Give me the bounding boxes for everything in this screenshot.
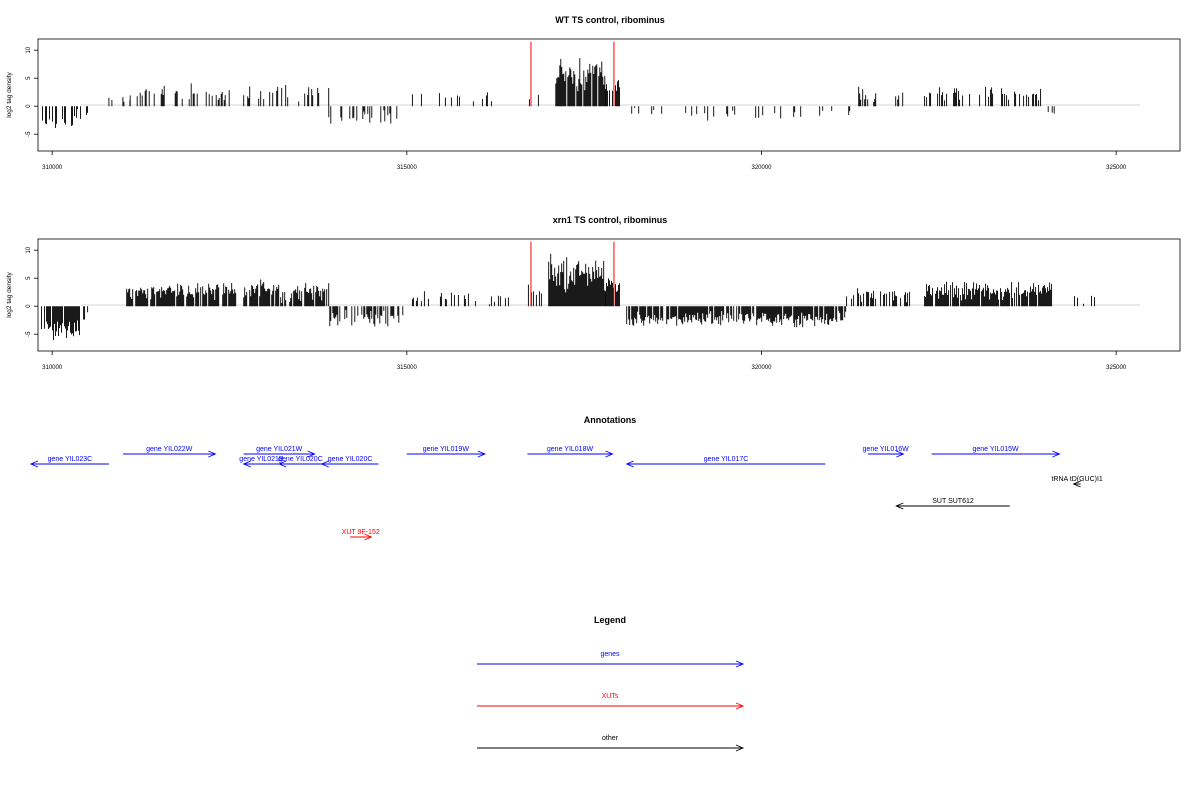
xrn1-track-panel: xrn1 TS control, ribominus log2 tag dens… — [6, 215, 1181, 371]
x-tick-label: 315000 — [397, 165, 418, 171]
arrow — [477, 660, 745, 668]
arrow — [867, 450, 905, 458]
annotation-item: gene YIL021B — [239, 456, 284, 468]
legend-title: Legend — [594, 615, 626, 625]
legend-label: genes — [600, 651, 620, 658]
arrow — [477, 702, 745, 710]
legend-item: XUTs — [477, 693, 745, 710]
legend-items: genes XUTs other — [477, 651, 745, 752]
annotation-item: gene YIL016W — [863, 446, 910, 458]
annotation-item: gene YIL020C — [278, 456, 323, 468]
arrow — [350, 533, 373, 541]
xrn1-track-yaxis: -5 0 5 10 — [26, 246, 38, 337]
arrow — [123, 450, 217, 458]
wt-track-frame — [37, 38, 1181, 152]
annotation-label: gene YIL020C — [278, 456, 323, 463]
arrow — [278, 460, 322, 468]
annotation-item: gene YIL015W — [931, 446, 1061, 458]
annotation-item: gene YIL017C — [625, 456, 826, 468]
wt-track-spikes — [530, 41, 615, 107]
xrn1-track-xaxis: 310000 315000 320000 325000 — [42, 351, 1127, 371]
legend-label: XUTs — [602, 693, 619, 700]
wt-track-title: WT TS control, ribominus — [555, 15, 665, 25]
annotation-label: gene YIL016W — [863, 446, 910, 453]
annotations-title: Annotations — [584, 415, 637, 425]
arrow — [29, 460, 109, 468]
annotation-item: gene YIL020C — [320, 456, 379, 468]
x-tick-label: 310000 — [42, 365, 63, 371]
x-tick-label: 325000 — [1106, 365, 1127, 371]
y-tick-label: -5 — [26, 131, 32, 137]
y-tick-label: 5 — [26, 76, 32, 80]
annotation-label: SUT SUT612 — [932, 498, 974, 505]
wt-track-panel: WT TS control, ribominus log2 tag densit… — [6, 15, 1181, 171]
wt-track-xaxis: 310000 315000 320000 325000 — [42, 151, 1127, 171]
y-tick-label: 10 — [26, 46, 32, 53]
annotation-item: gene YIL021W — [243, 446, 316, 458]
annotation-label: gene YIL020C — [328, 456, 373, 463]
signal-bars — [41, 253, 1095, 341]
annotation-label: gene YIL019W — [423, 446, 470, 453]
annotation-item: gene YIL019W — [406, 446, 487, 458]
xrn1-track-bars — [41, 253, 1095, 341]
annotation-item: gene YIL023C — [29, 456, 109, 468]
arrow — [931, 450, 1061, 458]
wt-track-yaxis: -5 0 5 10 — [26, 46, 38, 137]
x-tick-label: 320000 — [751, 165, 772, 171]
annotation-label: tRNA tD(GUC)I1 — [1051, 476, 1102, 483]
arrow — [477, 744, 745, 752]
x-tick-label: 325000 — [1106, 165, 1127, 171]
annotation-label: XUT 9F-152 — [342, 529, 380, 536]
wt-track-bars — [42, 58, 1055, 128]
legend-item: genes — [477, 651, 745, 668]
arrow — [320, 460, 379, 468]
legend-item: other — [477, 735, 745, 752]
annotation-label: gene YIL022W — [146, 446, 193, 453]
xrn1-track-title: xrn1 TS control, ribominus — [553, 215, 668, 225]
legend-label: other — [602, 735, 619, 742]
y-tick-label: 0 — [26, 104, 32, 108]
xrn1-track-spikes — [530, 241, 615, 307]
annotation-item: gene YIL022W — [123, 446, 217, 458]
x-tick-label: 320000 — [751, 365, 772, 371]
annotation-label: gene YIL017C — [704, 456, 749, 463]
wt-track-ylabel: log2 tag density — [6, 71, 13, 117]
annotation-item: tRNA tD(GUC)I1 — [1051, 476, 1103, 488]
arrow — [895, 502, 1010, 510]
annotation-label: gene YIL021W — [256, 446, 303, 453]
annotation-items: gene YIL023C gene YIL022W gene YIL021W gene… — [29, 446, 1103, 541]
y-tick-label: 10 — [26, 246, 32, 253]
x-tick-label: 315000 — [397, 365, 418, 371]
x-tick-label: 310000 — [42, 165, 63, 171]
arrow — [1072, 480, 1081, 488]
arrow — [527, 450, 614, 458]
legend-panel: Legend genes XUTs other — [477, 615, 745, 752]
arrow — [242, 460, 280, 468]
annotation-label: gene YIL018W — [547, 446, 594, 453]
y-tick-label: 5 — [26, 276, 32, 280]
arrow — [243, 450, 316, 458]
annotation-item: SUT SUT612 — [895, 498, 1010, 510]
xrn1-track-frame — [37, 238, 1181, 352]
annotation-label: gene YIL023C — [48, 456, 93, 463]
signal-bars — [42, 58, 1055, 128]
arrow — [406, 450, 487, 458]
annotation-label: gene YIL021B — [239, 456, 284, 463]
y-tick-label: 0 — [26, 304, 32, 308]
annotation-item: gene YIL018W — [527, 446, 614, 458]
annotation-item: XUT 9F-152 — [342, 529, 380, 541]
arrow — [625, 460, 826, 468]
xrn1-track-ylabel: log2 tag density — [6, 271, 13, 317]
annotation-label: gene YIL015W — [972, 446, 1019, 453]
y-tick-label: -5 — [26, 331, 32, 337]
